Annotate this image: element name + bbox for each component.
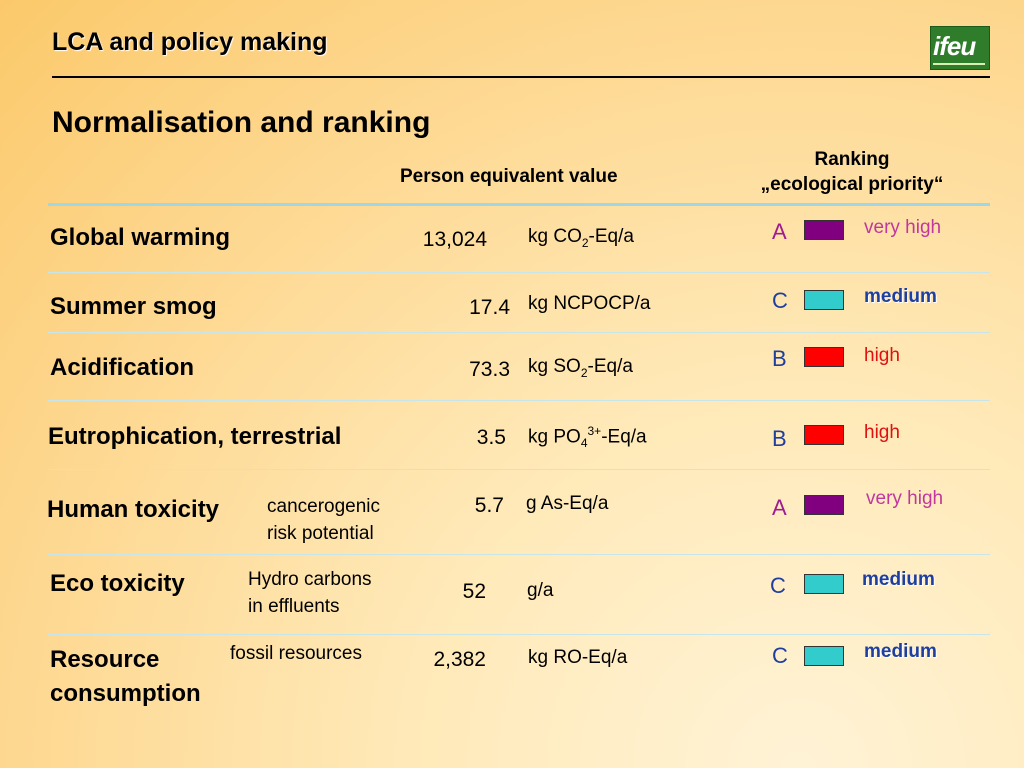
priority-eco-toxicity: medium (862, 569, 935, 590)
priority-swatch-human-toxicity (804, 495, 844, 515)
unit-human-toxicity: g As-Eq/a (526, 493, 609, 514)
priority-summer-smog: medium (864, 286, 937, 307)
subcategory-resource-consumption: fossil resources (230, 643, 362, 664)
row-divider (48, 272, 990, 273)
category-resource-consumption: Resource consumption (50, 646, 201, 707)
rank-eco-toxicity: C (770, 573, 786, 598)
priority-swatch-eco-toxicity (804, 574, 844, 594)
category-global-warming: Global warming (50, 224, 231, 251)
ranking-label: Ranking (814, 149, 890, 170)
rank-resource-consumption: C (772, 643, 788, 668)
ecological-priority-label: „ecological priority“ (760, 174, 944, 195)
unit-global-warming: kg CO2-Eq/a (528, 226, 634, 250)
column-header-ranking: Ranking „ecological priority“ (732, 149, 972, 196)
unit-eco-toxicity: g/a (527, 580, 554, 601)
row-divider (48, 554, 990, 555)
category-acidification: Acidification (50, 354, 195, 381)
value-human-toxicity: 5.7 (474, 494, 504, 517)
priority-swatch-acidification (804, 347, 844, 367)
value-eco-toxicity: 52 (462, 580, 486, 603)
priority-swatch-resource-consumption (804, 646, 844, 666)
unit-acidification: kg SO2-Eq/a (528, 356, 633, 380)
value-summer-smog: 17.4 (469, 296, 510, 319)
priority-resource-consumption: medium (864, 641, 937, 662)
row-divider (48, 332, 990, 333)
table-header-divider (48, 203, 990, 206)
category-eco-toxicity: Eco toxicity (50, 570, 185, 597)
column-header-person-equivalent: Person equivalent value (400, 166, 618, 187)
rank-eutrophication-terrestrial: B (772, 426, 787, 451)
rank-acidification: B (772, 346, 787, 371)
subcategory-human-toxicity: cancerogenic risk potential (267, 496, 381, 544)
value-resource-consumption: 2,382 (433, 648, 486, 671)
row-divider (48, 469, 990, 470)
row-divider (48, 400, 990, 401)
row-divider (48, 634, 990, 635)
priority-human-toxicity: very high (866, 488, 944, 509)
value-global-warming: 13,024 (422, 228, 487, 251)
subcategory-eco-toxicity: Hydro carbons in effluents (248, 569, 372, 617)
priority-swatch-global-warming (804, 220, 844, 240)
category-summer-smog: Summer smog (50, 293, 217, 320)
logo-text: ifeu (933, 31, 976, 61)
rank-global-warming: A (772, 219, 787, 244)
rank-summer-smog: C (772, 288, 788, 313)
header-divider (52, 76, 990, 78)
value-eutrophication-terrestrial: 3.5 (476, 426, 506, 449)
category-eutrophication-terrestrial: Eutrophication, terrestrial (48, 423, 342, 450)
page-title: Normalisation and ranking (52, 106, 431, 139)
priority-swatch-eutrophication-terrestrial (804, 425, 844, 445)
category-human-toxicity: Human toxicity (47, 496, 220, 523)
slide-header-title: LCA and policy making (52, 28, 328, 56)
rank-human-toxicity: A (772, 495, 787, 520)
unit-eutrophication-terrestrial: kg PO43+-Eq/a (528, 424, 647, 451)
logo-underline (933, 63, 985, 65)
value-acidification: 73.3 (469, 358, 510, 381)
priority-global-warming: very high (864, 217, 942, 238)
ifeu-logo: ifeu (930, 26, 990, 70)
priority-swatch-summer-smog (804, 290, 844, 310)
priority-eutrophication-terrestrial: high (864, 422, 900, 443)
unit-resource-consumption: kg RO-Eq/a (528, 647, 628, 668)
unit-summer-smog: kg NCPOCP/a (528, 293, 651, 314)
priority-acidification: high (864, 345, 900, 366)
